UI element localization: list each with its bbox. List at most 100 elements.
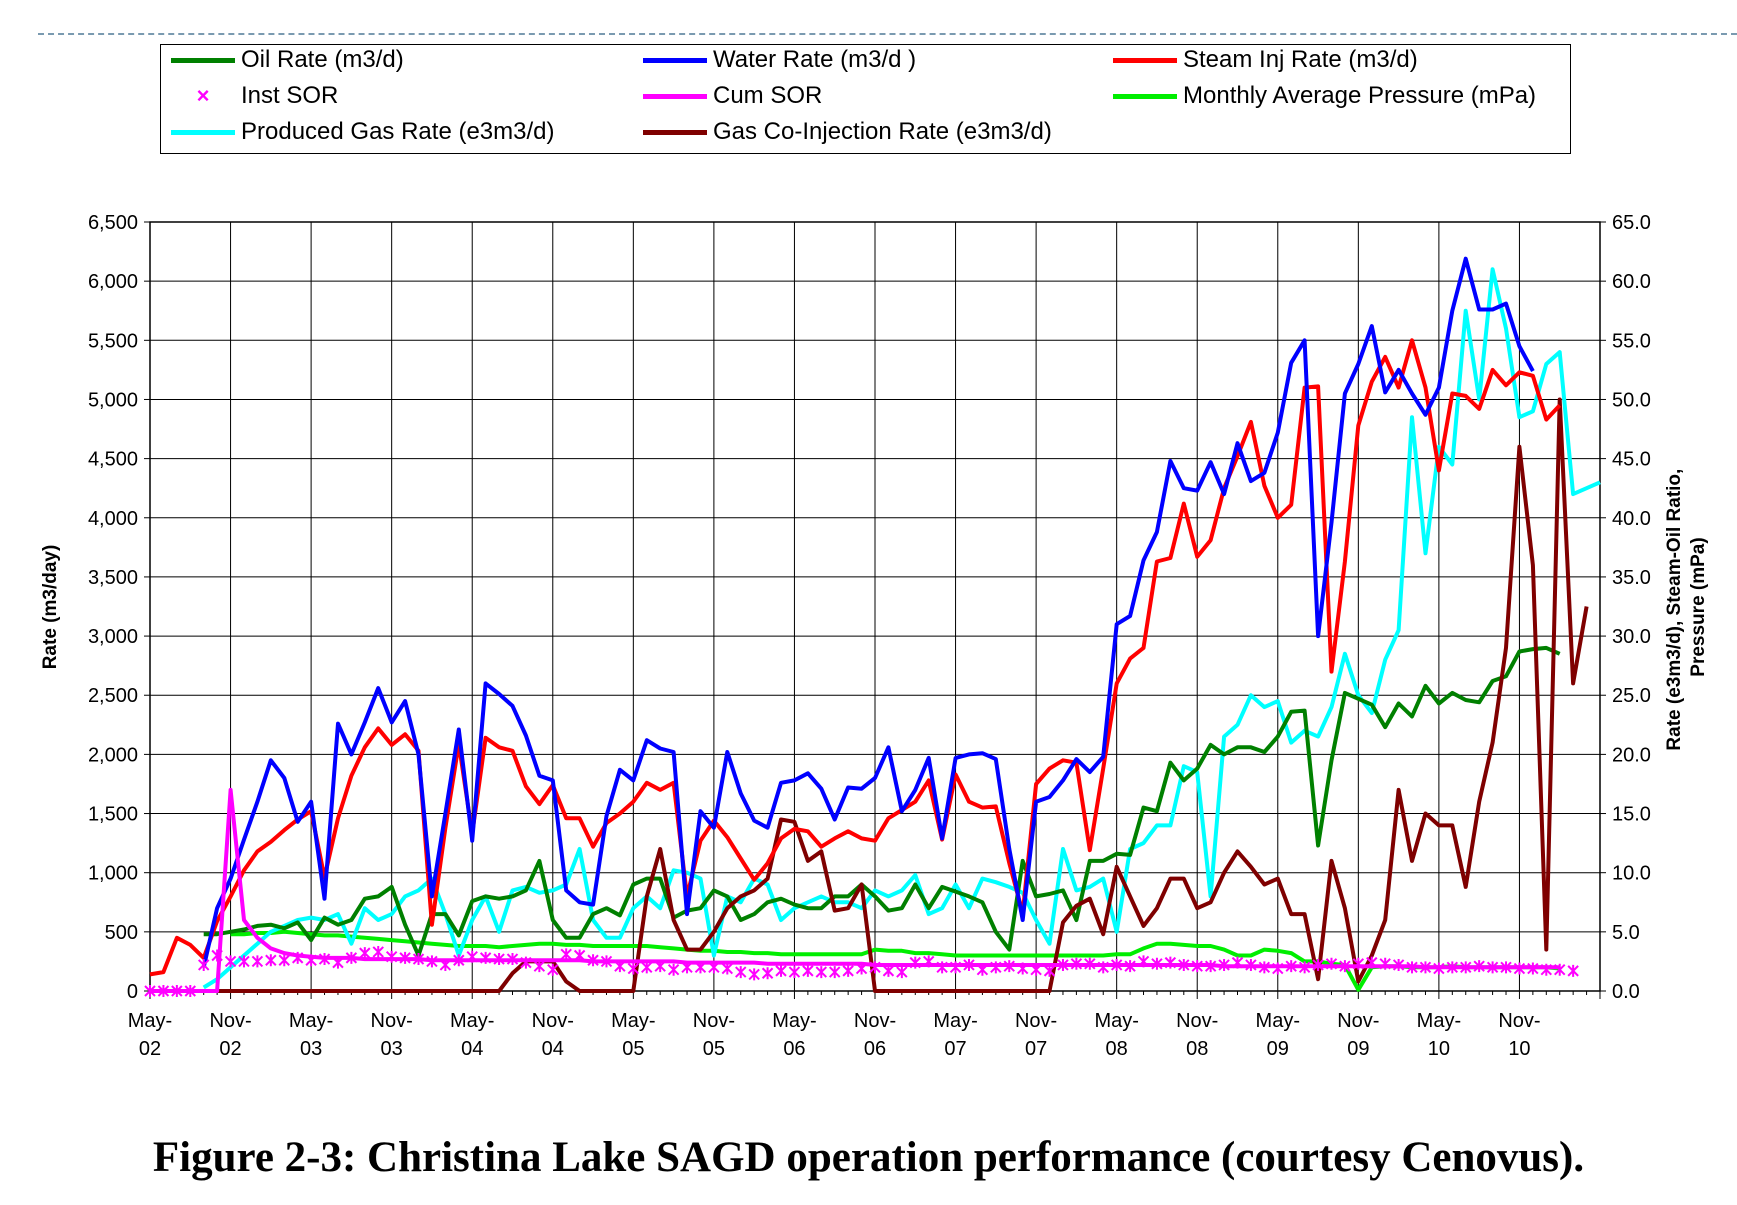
y-tick-label-left: 2,000 <box>88 744 138 766</box>
legend-swatch-gas <box>171 129 235 135</box>
inst-sor-marker <box>1164 956 1177 969</box>
inst-sor-marker <box>1110 958 1123 971</box>
inst-sor-marker <box>439 958 452 971</box>
y-tick-label-left: 0 <box>127 981 138 1003</box>
inst-sor-marker <box>305 954 317 967</box>
x-tick-label-month: May- <box>128 1010 172 1032</box>
y-axis-label-right-line2: Pressure (mPa) <box>1688 537 1709 676</box>
x-tick-label: Nov- 08 <box>1176 1010 1218 1060</box>
inst-sor-marker <box>466 950 478 963</box>
y-tick-label-left: 6,500 <box>88 212 138 234</box>
x-tick-label: May- 04 <box>450 1010 494 1060</box>
inst-sor-marker <box>1204 960 1217 973</box>
inst-sor-marker <box>520 956 532 969</box>
legend-entry-inst-sor: × Inst SOR <box>171 79 339 113</box>
inst-sor-marker <box>641 961 653 974</box>
inst-sor-marker <box>600 955 613 968</box>
inst-sor-marker <box>345 951 358 964</box>
inst-sor-marker <box>708 961 720 974</box>
legend-label-inst-sor: Inst SOR <box>241 82 339 109</box>
inst-sor-marker <box>224 955 237 968</box>
inst-sor-marker <box>1151 957 1163 970</box>
inst-sor-marker <box>1460 961 1472 974</box>
x-tick-label-month: Nov- <box>532 1010 574 1032</box>
x-tick-label: May- 10 <box>1417 1010 1461 1060</box>
x-tick-label-year: 03 <box>381 1038 403 1060</box>
y-axis-label-right: Rate (e3m3/d), Steam-Oil Ratio, Pressure… <box>1664 463 1709 750</box>
inst-sor-marker <box>1178 958 1190 971</box>
inst-sor-marker <box>1554 963 1566 976</box>
inst-sor-marker <box>694 961 707 974</box>
legend-label-water: Water Rate (m3/d ) <box>713 46 917 73</box>
legend-entry-gas-coinj: Gas Co-Injection Rate (e3m3/d) <box>643 115 1052 149</box>
axis-ticks: 0 0.0 500 5.0 1,000 10.0 1,500 15.0 2,000 20.0 2,5… <box>88 212 1651 1060</box>
legend-label-oil: Oil Rate (m3/d) <box>241 46 404 73</box>
inst-sor-marker <box>211 949 223 962</box>
x-tick-label-month: Nov- <box>1015 1010 1057 1032</box>
inst-sor-marker <box>735 966 747 979</box>
inst-sor-marker <box>1097 961 1109 974</box>
inst-sor-marker <box>533 960 546 973</box>
inst-sor-marker <box>614 960 626 973</box>
y-tick-label-left: 5,000 <box>88 389 138 411</box>
inst-sor-marker <box>1245 958 1257 971</box>
inst-sor-marker <box>1513 962 1526 975</box>
x-tick-label-month: May- <box>933 1010 977 1032</box>
x-tick-label: May- 05 <box>611 1010 655 1060</box>
inst-sor-marker <box>1030 963 1042 976</box>
inst-sor-marker <box>278 954 290 967</box>
inst-sor-marker <box>1231 956 1244 969</box>
inst-sor-marker <box>171 985 183 997</box>
x-tick-label: May- 06 <box>772 1010 816 1060</box>
y-axis-label-right-line1: Rate (e3m3/d), Steam-Oil Ratio, <box>1664 469 1685 751</box>
legend-swatch-gas-coinj <box>643 129 707 135</box>
x-tick-label: Nov- 10 <box>1498 1010 1540 1060</box>
series-line-water-rate-m3-d <box>201 256 1535 968</box>
inst-sor-marker <box>1137 955 1150 968</box>
inst-sor-marker <box>372 945 384 958</box>
legend-entry-steam: Steam Inj Rate (m3/d) <box>1113 43 1418 77</box>
inst-sor-marker <box>842 964 854 977</box>
legend-entry-gas: Produced Gas Rate (e3m3/d) <box>171 115 555 149</box>
x-tick-label: Nov- 05 <box>693 1010 735 1060</box>
x-tick-label-year: 07 <box>1025 1038 1047 1060</box>
legend-label-steam: Steam Inj Rate (m3/d) <box>1183 46 1418 73</box>
x-tick-label: May- 02 <box>128 1010 172 1060</box>
x-tick-label-year: 04 <box>461 1038 483 1060</box>
x-tick-label: Nov- 06 <box>854 1010 896 1060</box>
inst-sor-marker <box>412 953 425 966</box>
inst-sor-marker <box>1433 962 1445 975</box>
inst-sor-marker <box>184 985 196 997</box>
legend-swatch-steam <box>1113 57 1177 63</box>
inst-sor-marker <box>385 950 398 963</box>
y-tick-label-left: 4,000 <box>88 508 138 530</box>
inst-sor-marker <box>157 985 170 997</box>
inst-sor-marker <box>493 953 505 966</box>
x-tick-label-month: May- <box>1094 1010 1138 1032</box>
inst-sor-marker <box>627 962 640 975</box>
inst-sor-marker <box>681 961 693 974</box>
y-tick-label-right: 40.0 <box>1612 508 1651 530</box>
x-tick-label-year: 08 <box>1186 1038 1208 1060</box>
x-tick-label: Nov- 02 <box>209 1010 251 1060</box>
inst-sor-marker <box>1366 956 1378 969</box>
x-tick-label: Nov- 04 <box>532 1010 574 1060</box>
inst-sor-marker <box>506 953 519 966</box>
inst-sor-marker <box>197 958 210 971</box>
inst-sor-marker <box>788 966 801 979</box>
x-tick-label-month: Nov- <box>1498 1010 1540 1032</box>
inst-sor-marker <box>855 962 868 975</box>
legend-label-pressure: Monthly Average Pressure (mPa) <box>1183 82 1537 109</box>
inst-sor-marker <box>1486 961 1499 974</box>
inst-sor-marker <box>922 955 935 968</box>
x-tick-label-month: Nov- <box>854 1010 896 1032</box>
inst-sor-marker <box>1325 957 1338 970</box>
chart-series <box>144 256 1601 997</box>
y-tick-label-right: 60.0 <box>1612 271 1651 293</box>
y-tick-label-right: 25.0 <box>1612 685 1651 707</box>
x-tick-label: May- 09 <box>1256 1010 1300 1060</box>
inst-sor-marker <box>1003 960 1015 973</box>
inst-sor-marker <box>1057 958 1069 971</box>
x-tick-label-year: 10 <box>1508 1038 1530 1060</box>
x-tick-label: Nov- 09 <box>1337 1010 1379 1060</box>
